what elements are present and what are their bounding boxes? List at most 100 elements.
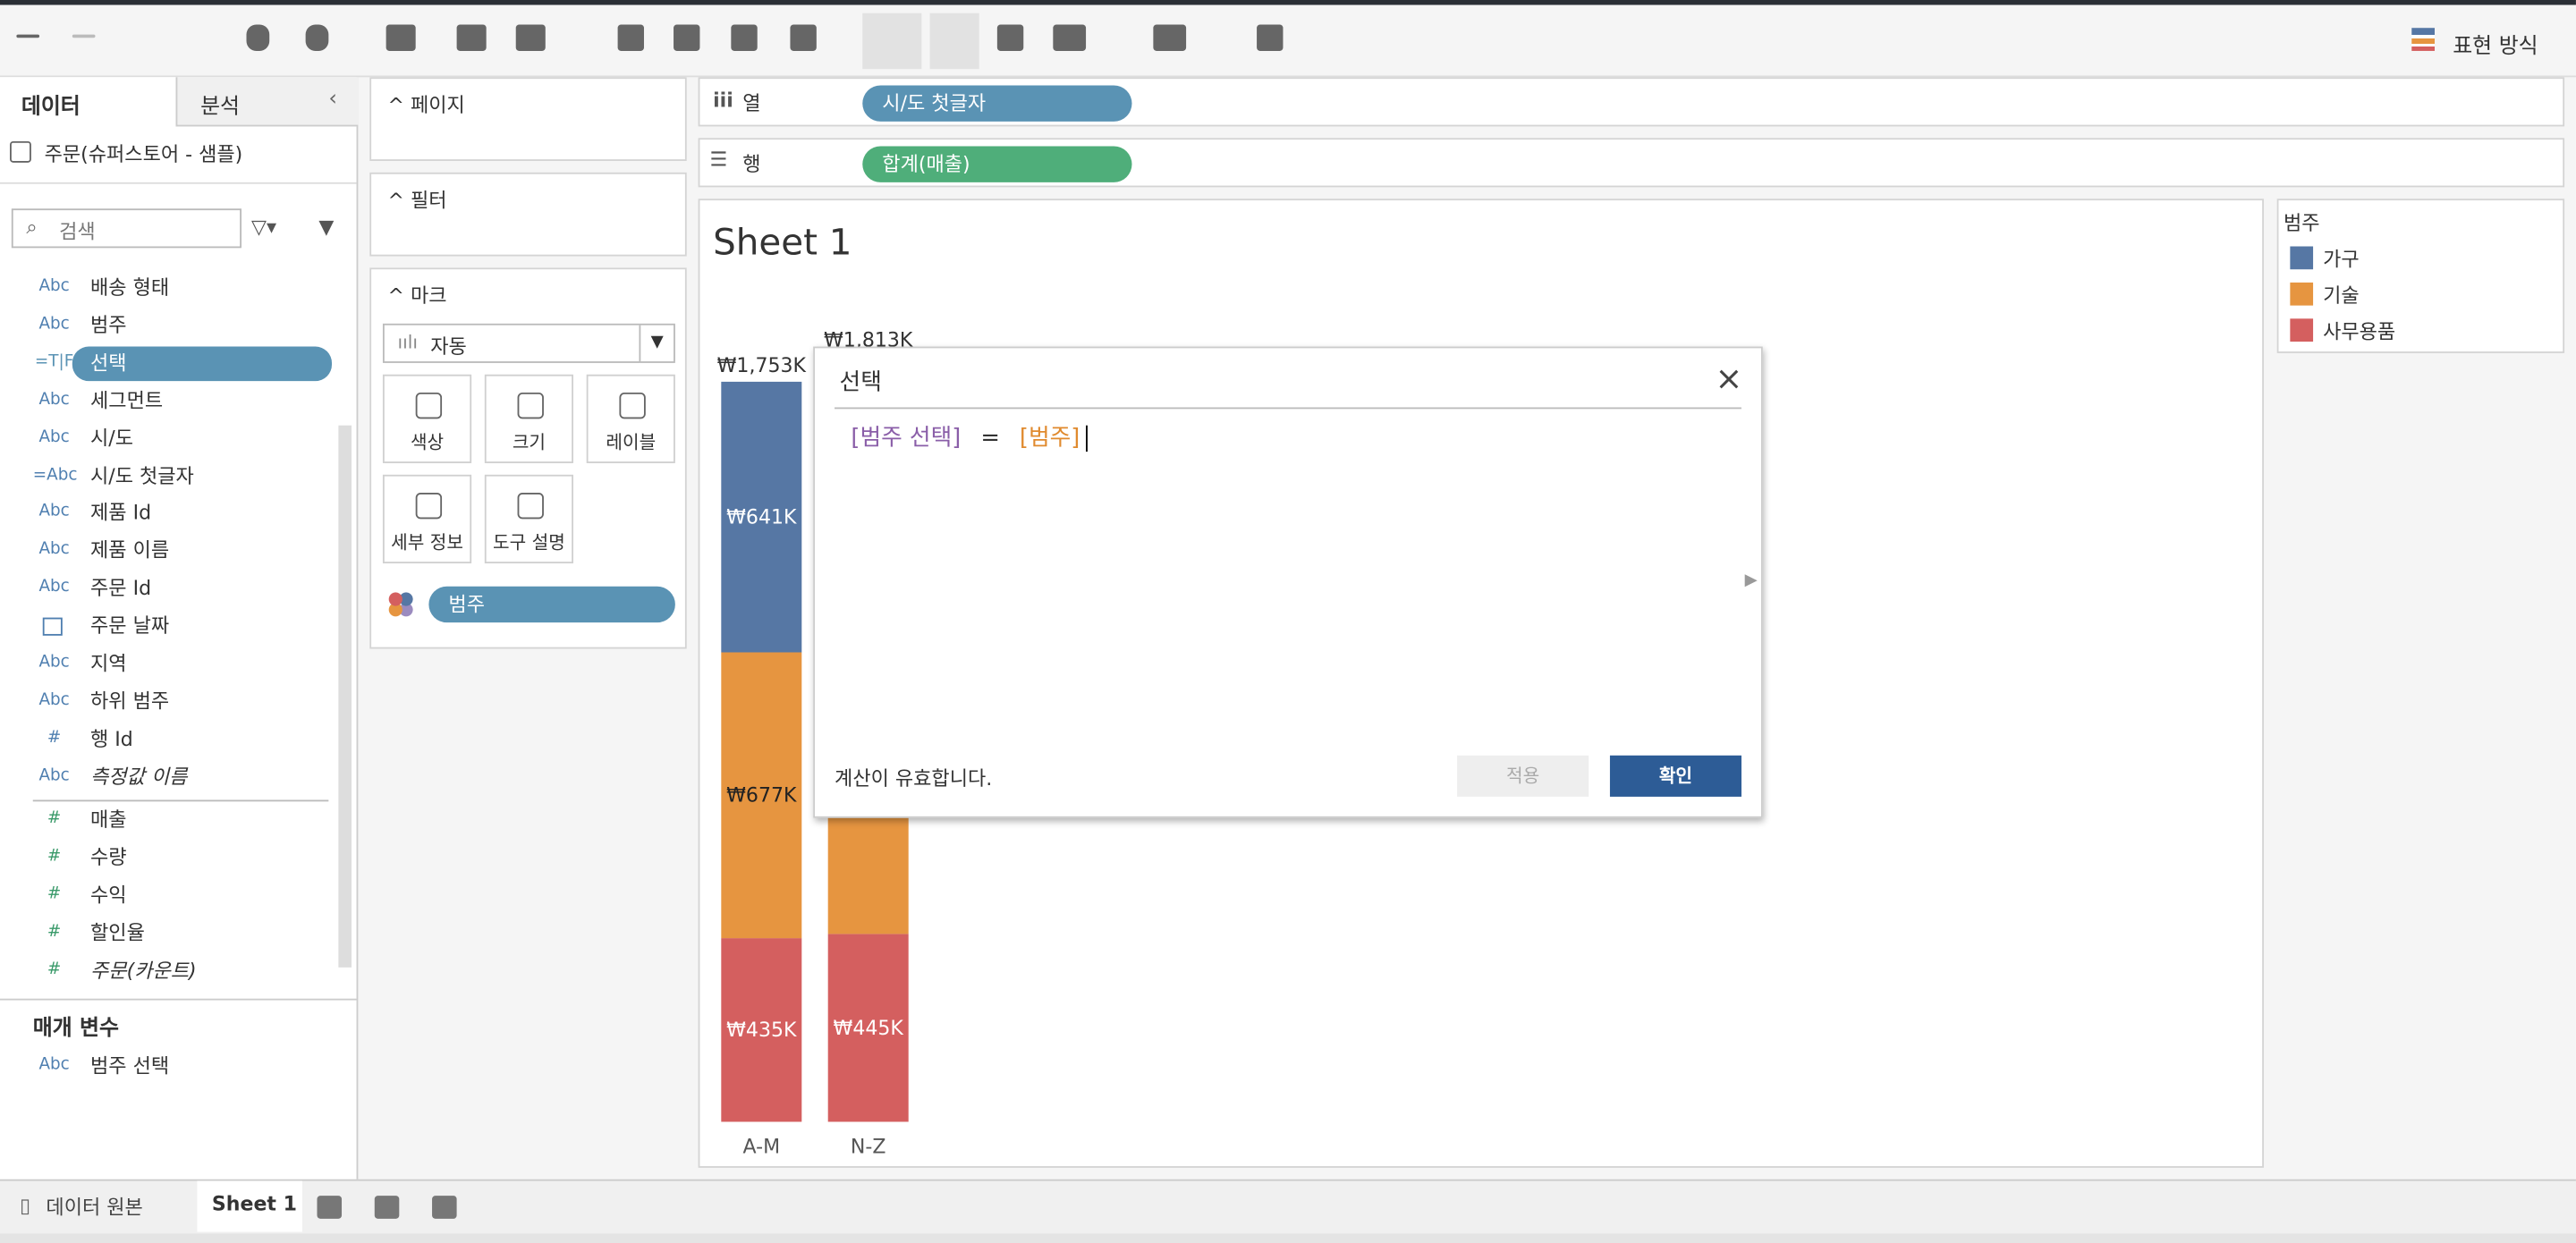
field-name: 세그먼트 <box>90 388 164 412</box>
annotate-button[interactable] <box>996 24 1024 51</box>
x-tick-label: N-Z <box>851 1136 886 1158</box>
field-name: 시/도 첫글자 <box>90 463 194 487</box>
collapse-button[interactable]: ‹ <box>328 87 337 112</box>
sheet-tab[interactable]: Sheet 1 <box>211 1192 297 1216</box>
totals-button[interactable] <box>790 24 817 51</box>
undo-button[interactable] <box>16 34 40 38</box>
bar-segment <box>721 652 802 939</box>
field[interactable]: # 할인율 <box>0 916 342 949</box>
scrollbar[interactable] <box>338 425 352 968</box>
new-sheet-button[interactable] <box>386 24 416 51</box>
field[interactable]: # 수익 <box>0 878 342 911</box>
cards-button[interactable] <box>1153 24 1187 51</box>
legend-swatch <box>2290 246 2314 270</box>
rows-pill[interactable]: 합계(매출) <box>862 146 1132 182</box>
mark-button-icon <box>415 493 443 520</box>
sort-desc-button[interactable] <box>731 24 758 51</box>
field-name: 매출 <box>90 808 127 832</box>
menu-button[interactable]: ▼ <box>318 215 335 239</box>
field[interactable]: # 매출 <box>0 803 342 836</box>
color-pill[interactable]: 범주 <box>428 586 675 623</box>
columns-pill[interactable]: 시/도 첫글자 <box>862 85 1132 122</box>
filters-label: 필터 <box>410 189 447 212</box>
analysis-tab[interactable]: 분석 <box>200 95 241 121</box>
field[interactable]: # 수량 <box>0 841 342 874</box>
new-story-button[interactable] <box>432 1196 457 1219</box>
field[interactable]: Abc 범주 <box>0 309 342 342</box>
field-icon: Abc <box>38 766 70 785</box>
mark-button-label: 크기 <box>512 432 547 453</box>
field-name: 주문(카운트) <box>90 958 197 982</box>
field-name: 제품 Id <box>90 501 152 525</box>
columns-label: 열 <box>742 91 761 115</box>
field[interactable]: Abc 지역 <box>0 647 342 681</box>
search-placeholder: 검색 <box>59 220 96 243</box>
mark-button[interactable]: 색상 <box>382 374 472 463</box>
field[interactable]: Abc 하위 범주 <box>0 685 342 718</box>
field-name: 수익 <box>90 883 127 907</box>
new-datasource-button[interactable] <box>246 24 270 51</box>
field[interactable]: # 행 Id <box>0 723 342 756</box>
show-me-button[interactable]: 표현 방식 <box>2453 34 2538 60</box>
data-tab[interactable]: 데이터 <box>21 95 80 121</box>
mark-button-label: 색상 <box>410 432 445 453</box>
new-worksheet-button[interactable] <box>317 1196 343 1219</box>
field-list: Abc 배송 형태 Abc 범주 =T|F 선택 Abc 세그먼트 Abc 시/도 =Abc 시/도 … <box>0 77 345 1179</box>
close-button[interactable]: × <box>1715 358 1743 398</box>
field[interactable]: Abc 시/도 <box>0 421 342 454</box>
mark-button-icon <box>619 392 646 419</box>
field[interactable]: Abc 세그먼트 <box>0 384 342 417</box>
filter-button[interactable]: ▽▾ <box>251 215 277 239</box>
expand-arrow[interactable]: ▶ <box>1744 571 1758 590</box>
mark-type-dropdown[interactable]: ıılı 자동 ▼ <box>382 323 675 363</box>
separator <box>0 182 357 184</box>
datasource-button[interactable] <box>305 24 329 51</box>
formula-editor[interactable]: [범주 선택] = [범주] <box>851 420 1089 453</box>
datasource-name[interactable]: 주문(슈퍼스토어 - 샘플) <box>44 142 243 166</box>
datasource-tab[interactable]: 데이터 원본 <box>46 1196 143 1219</box>
ok-button[interactable]: 확인 <box>1609 755 1741 797</box>
sort-asc-button[interactable] <box>674 24 700 51</box>
new-dashboard-button[interactable] <box>374 1196 400 1219</box>
field[interactable]: Abc 배송 형태 <box>0 271 342 304</box>
mark-button-icon <box>517 493 544 520</box>
search-box[interactable]: ⌕ 검색 <box>11 208 242 249</box>
field[interactable]: # 주문(카운트) <box>0 953 342 986</box>
mark-button[interactable]: 레이블 <box>586 374 675 463</box>
mark-type-value: 자동 <box>430 334 467 359</box>
field[interactable]: =T|F 선택 <box>0 346 342 381</box>
dialog-divider <box>835 407 1741 410</box>
dropdown-arrow: ▼ <box>639 325 674 362</box>
field[interactable]: Abc 제품 Id <box>0 496 342 529</box>
field-name: 행 Id <box>90 727 133 750</box>
field[interactable]: =Abc 시/도 첫글자 <box>0 459 342 492</box>
field-icon: Abc <box>38 390 70 409</box>
apply-button[interactable]: 적용 <box>1457 755 1589 797</box>
field[interactable]: Abc 주문 Id <box>0 572 342 605</box>
duplicate-button[interactable] <box>456 24 487 51</box>
title-strip <box>0 0 2576 5</box>
labels-button[interactable] <box>929 13 979 70</box>
present-button[interactable] <box>1257 24 1284 51</box>
mark-button[interactable]: 도구 설명 <box>484 474 574 563</box>
field[interactable]: Abc 측정값 이름 <box>0 760 342 793</box>
rows-shelf: ☰ 행 합계(매출) <box>698 138 2565 188</box>
mark-button[interactable]: 세부 정보 <box>382 474 472 563</box>
toolbar: 표현 방식 <box>0 4 2576 78</box>
fit-button[interactable] <box>1053 24 1087 51</box>
field-icon: Abc <box>38 540 70 560</box>
field[interactable]: 주문 날짜 <box>0 610 342 643</box>
swap-button[interactable] <box>617 24 644 51</box>
field[interactable]: Abc 범주 선택 <box>0 1050 342 1083</box>
analysis-tab-bg <box>175 77 359 127</box>
field-name: 주문 날짜 <box>90 614 170 638</box>
field[interactable]: Abc 제품 이름 <box>0 534 342 567</box>
mark-button-icon <box>415 392 443 419</box>
redo-button[interactable] <box>72 34 96 38</box>
mark-button[interactable]: 크기 <box>484 374 574 463</box>
show-me-icon <box>2411 28 2435 51</box>
legend-label: 기술 <box>2323 283 2360 308</box>
highlight-button[interactable] <box>862 13 922 70</box>
clear-button[interactable] <box>515 24 546 51</box>
